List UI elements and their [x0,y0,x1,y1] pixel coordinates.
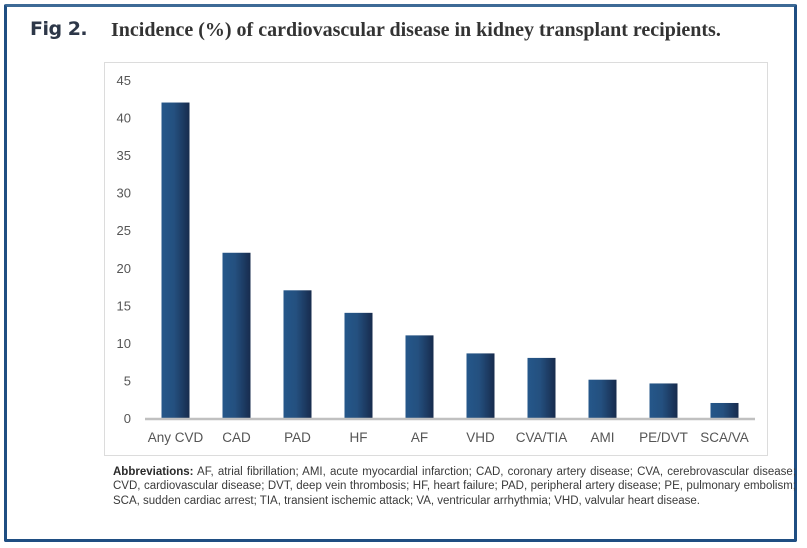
x-tick-label: PAD [284,430,311,445]
bar-any-cvd [161,102,190,419]
x-tick-label: AF [411,430,428,445]
abbreviations-footnote: Abbreviations: AF, atrial fibrillation; … [113,465,796,508]
y-tick-label: 45 [117,73,131,88]
figure-label: Fig 2. [30,18,88,40]
x-tick-label: CAD [222,430,251,445]
bar-ami [588,379,617,418]
x-tick-label: CVA/TIA [516,430,568,445]
bar-cad [222,252,251,418]
x-tick-label: SCA/VA [700,430,749,445]
figure-title: Incidence (%) of cardiovascular disease … [111,19,721,41]
bar-cva-tia [527,357,556,418]
bar-chart: 0 5 10 15 20 25 30 35 40 45 Any CVD CAD PAD HF AF VHD C… [117,73,755,445]
x-tick-label: Any CVD [148,430,204,445]
bar-pad [283,290,312,418]
x-axis: Any CVD CAD PAD HF AF VHD CVA/TIA AMI PE/DVT SCA/… [148,430,749,445]
y-tick-label: 20 [117,261,131,276]
abbreviations-heading: Abbreviations: [113,466,194,478]
bars [161,102,739,419]
y-axis: 0 5 10 15 20 25 30 35 40 45 [117,73,131,426]
y-tick-label: 30 [117,186,131,201]
y-tick-label: 0 [124,411,131,426]
x-tick-label: AMI [590,430,614,445]
y-tick-label: 5 [124,373,131,388]
x-tick-label: HF [350,430,368,445]
x-tick-label: VHD [466,430,495,445]
y-tick-label: 10 [117,336,131,351]
y-tick-label: 25 [117,223,131,238]
y-tick-label: 15 [117,298,131,313]
abbreviations-text: AF, atrial fibrillation; AMI, acute myoc… [113,466,797,507]
bar-pe-dvt [649,383,678,418]
bar-hf [344,312,373,418]
x-tick-label: PE/DVT [639,430,688,445]
bar-sca-va [710,402,739,418]
y-tick-label: 35 [117,148,131,163]
bar-af [405,335,434,418]
y-tick-label: 40 [117,111,131,126]
bar-vhd [466,353,495,418]
chart-area: 0 5 10 15 20 25 30 35 40 45 Any CVD CAD PAD HF AF VHD C… [104,62,768,456]
